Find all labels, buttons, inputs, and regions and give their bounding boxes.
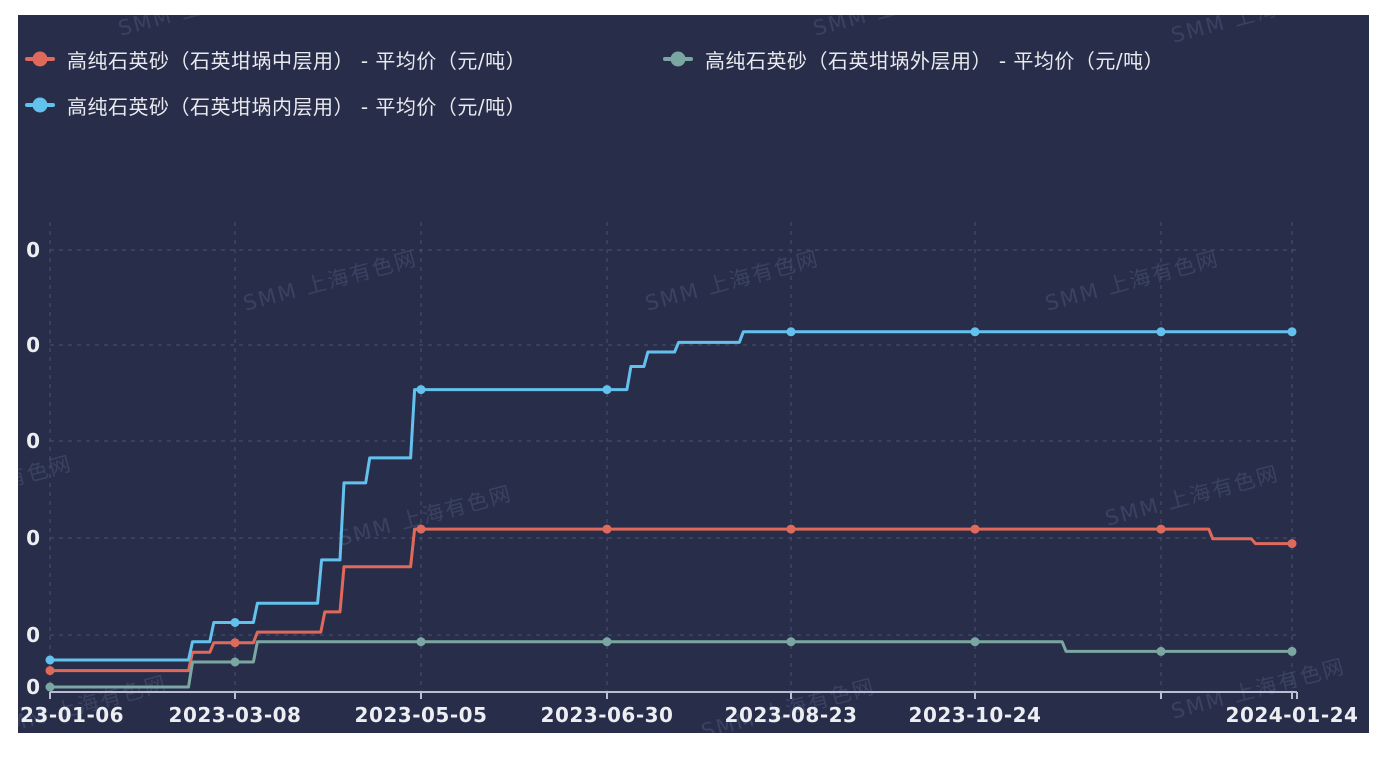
data-point-zhongceng[interactable] <box>602 524 612 534</box>
legend-item-outer-layer[interactable]: 高纯石英砂（石英坩埚外层用） - 平均价（元/吨） <box>663 46 1165 73</box>
data-point-neiceng[interactable] <box>45 655 55 665</box>
data-point-neiceng[interactable] <box>970 327 980 337</box>
y-axis-tick-label: 0 <box>26 623 40 647</box>
x-axis-tick-label: 23-01-06 <box>20 703 125 727</box>
x-axis-tick-label: 2023-05-05 <box>354 703 488 727</box>
x-axis-tick-label: 2023-03-08 <box>168 703 302 727</box>
y-axis-tick-label: 0 <box>26 429 40 453</box>
x-axis-tick-label: 2024-01-24 <box>1225 703 1359 727</box>
data-point-neiceng[interactable] <box>230 618 240 627</box>
data-point-zhongceng[interactable] <box>416 524 426 534</box>
y-axis-tick-label: 0 <box>26 526 40 550</box>
series-line-zhongceng[interactable] <box>48 527 1294 673</box>
legend-label: 高纯石英砂（石英坩埚内层用） - 平均价（元/吨） <box>67 94 527 119</box>
data-point-waiceng[interactable] <box>602 637 612 647</box>
data-point-zhongceng[interactable] <box>786 524 796 534</box>
data-point-waiceng[interactable] <box>970 637 980 647</box>
data-point-neiceng[interactable] <box>1287 327 1297 337</box>
data-point-zhongceng[interactable] <box>970 524 980 534</box>
data-point-waiceng[interactable] <box>45 682 55 692</box>
data-point-waiceng[interactable] <box>1287 646 1297 656</box>
data-point-zhongceng[interactable] <box>45 666 55 676</box>
line-series-marker-icon <box>25 51 55 67</box>
data-point-waiceng[interactable] <box>230 657 240 667</box>
legend-label: 高纯石英砂（石英坩埚外层用） - 平均价（元/吨） <box>705 48 1165 73</box>
data-point-neiceng[interactable] <box>786 327 796 337</box>
data-point-zhongceng[interactable] <box>230 638 240 648</box>
y-axis-tick-label: 0 <box>26 333 40 357</box>
data-point-waiceng[interactable] <box>1156 646 1166 656</box>
legend-item-mid-layer[interactable]: 高纯石英砂（石英坩埚中层用） - 平均价（元/吨） <box>25 46 527 73</box>
series-line-neiceng[interactable] <box>48 330 1294 662</box>
x-axis-tick-label: 2023-10-24 <box>908 703 1042 727</box>
x-axis-tick-label: 2023-08-23 <box>724 703 858 727</box>
series-line-waiceng[interactable] <box>48 640 1294 689</box>
x-axis-tick-label: 2023-06-30 <box>540 703 674 727</box>
data-point-waiceng[interactable] <box>786 637 796 647</box>
data-point-zhongceng[interactable] <box>1156 524 1166 534</box>
data-point-neiceng[interactable] <box>416 385 426 395</box>
legend-item-inner-layer[interactable]: 高纯石英砂（石英坩埚内层用） - 平均价（元/吨） <box>25 92 527 119</box>
line-series-marker-icon <box>25 97 55 113</box>
data-point-neiceng[interactable] <box>602 385 612 395</box>
data-point-waiceng[interactable] <box>416 637 426 647</box>
y-axis-tick-label: 0 <box>26 675 40 699</box>
plot-area[interactable] <box>18 15 1369 733</box>
data-point-zhongceng[interactable] <box>1287 539 1297 549</box>
data-point-neiceng[interactable] <box>1156 327 1166 337</box>
y-axis-tick-label: 0 <box>26 238 40 262</box>
legend-label: 高纯石英砂（石英坩埚中层用） - 平均价（元/吨） <box>67 48 527 73</box>
line-series-marker-icon <box>663 51 693 67</box>
